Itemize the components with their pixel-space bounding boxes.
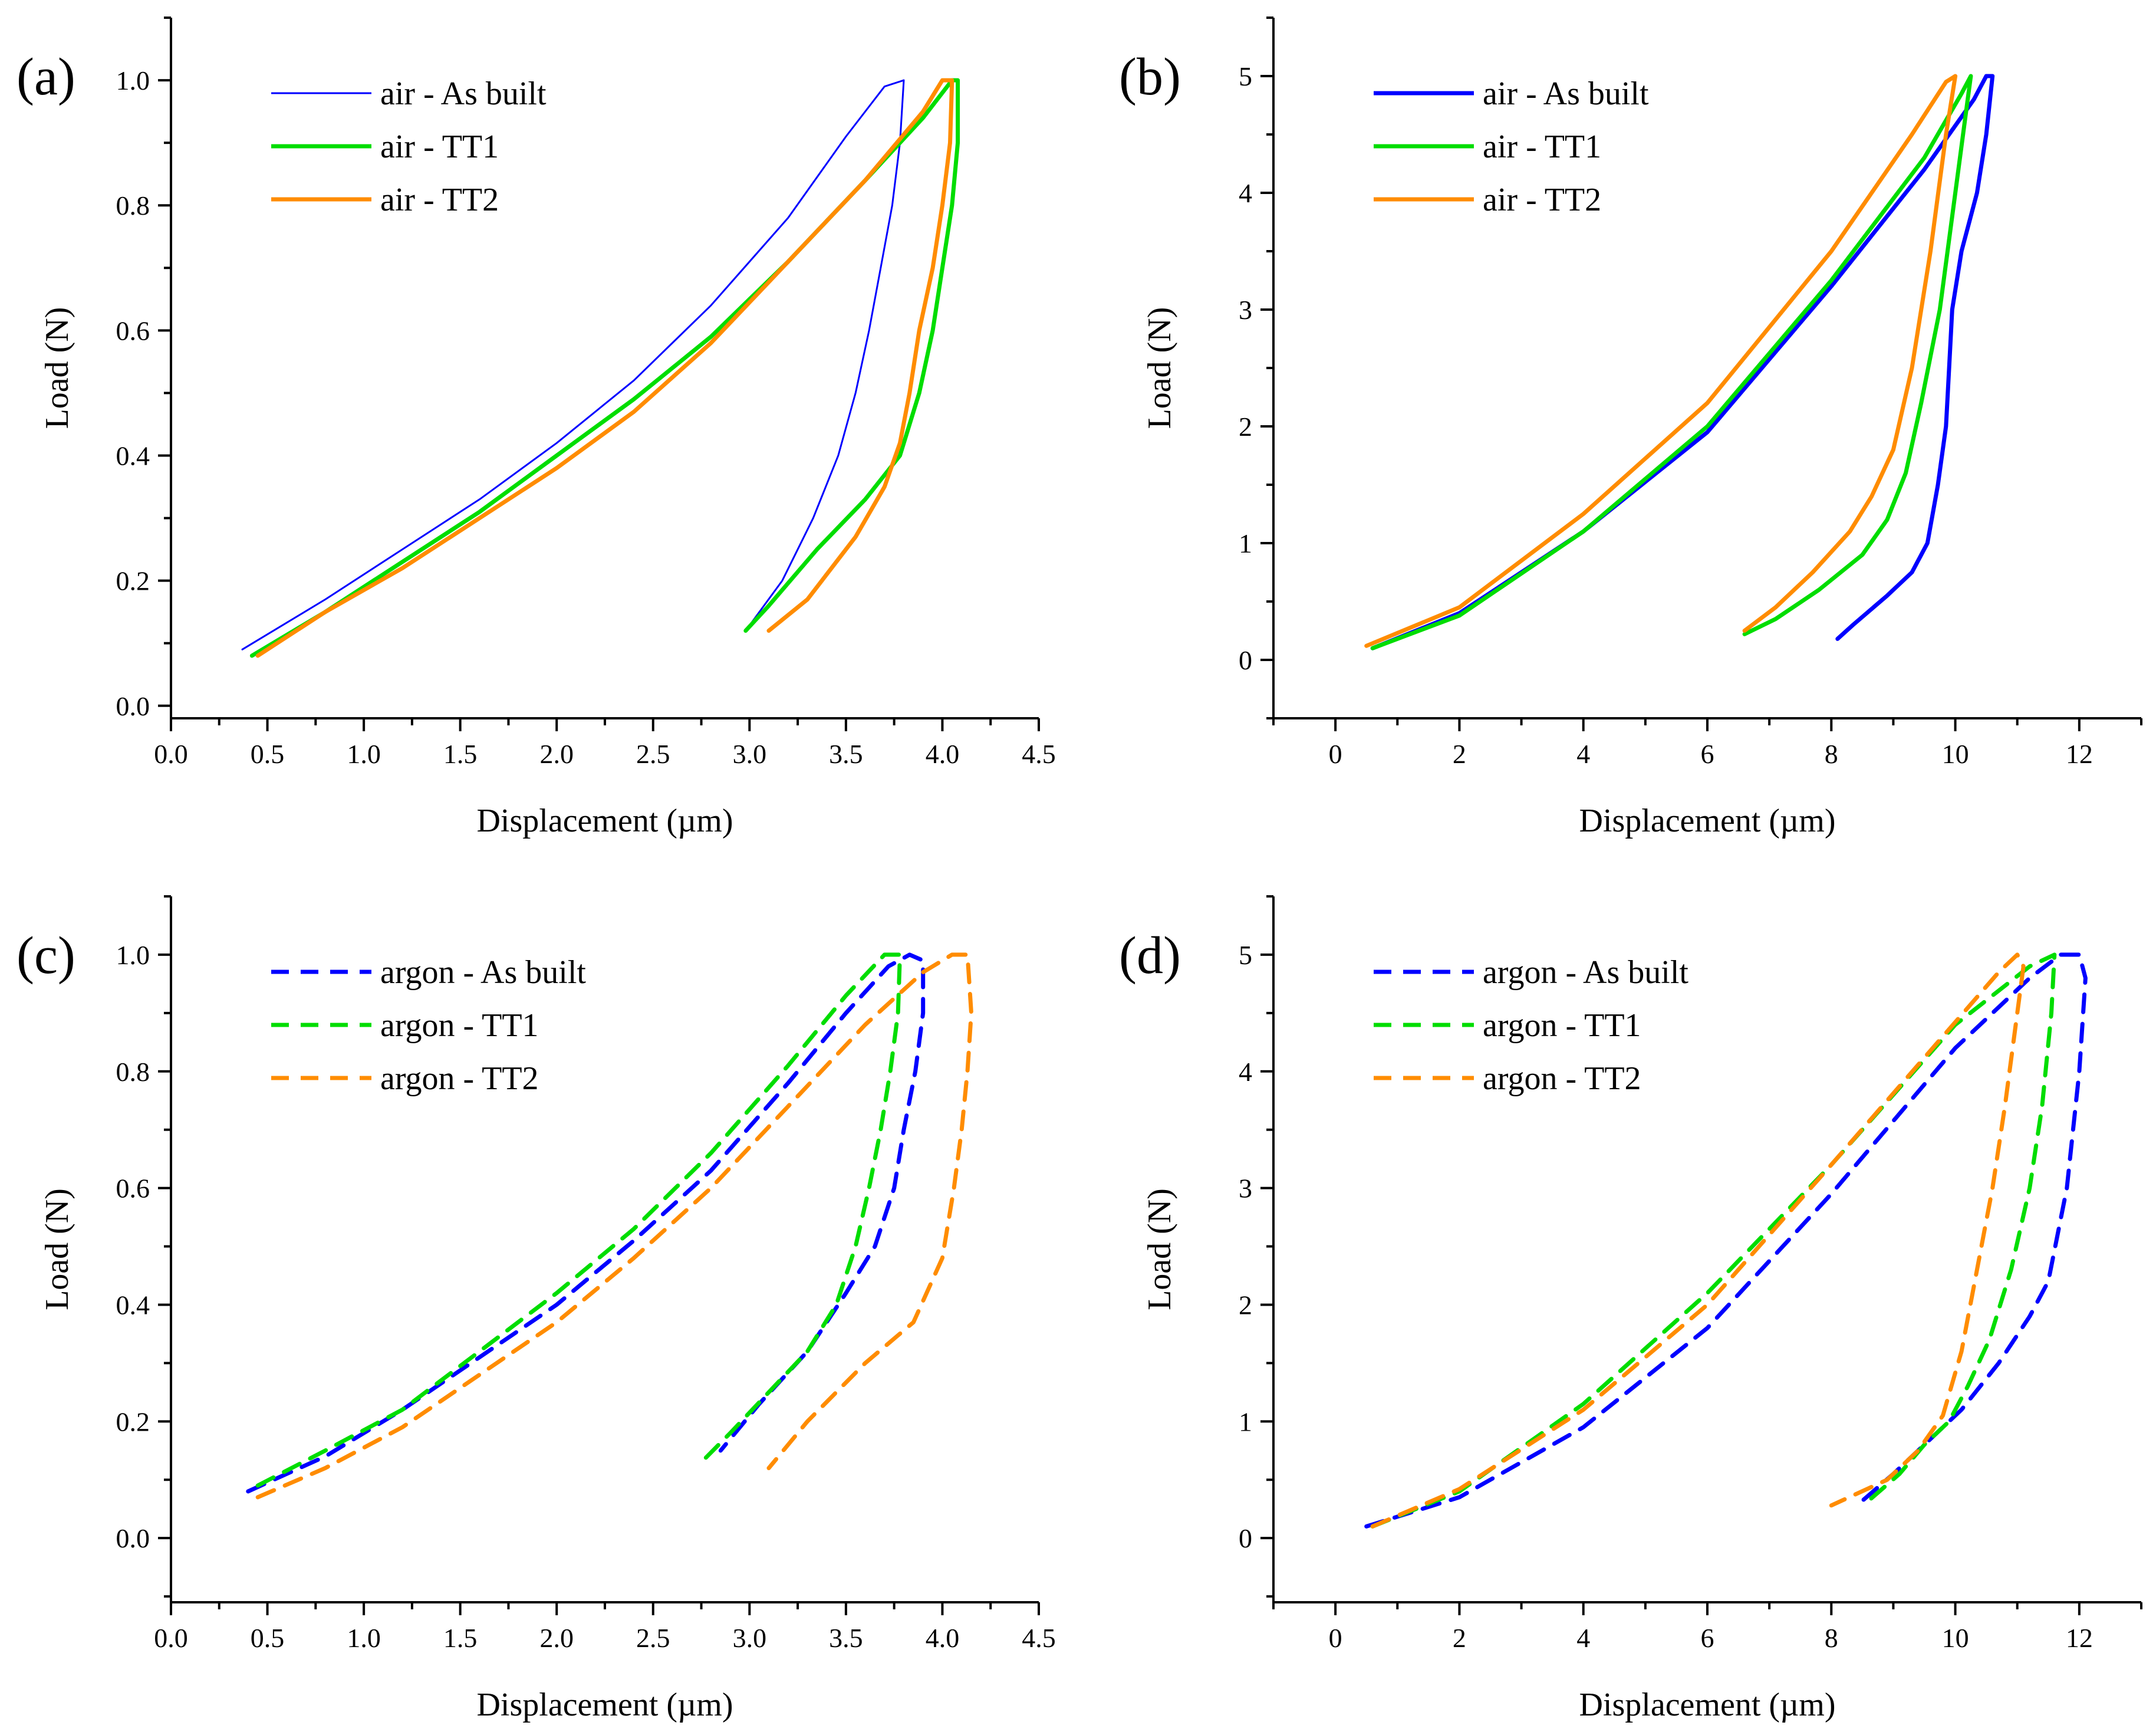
x-tick-label: 8 xyxy=(1825,739,1838,769)
x-tick-label: 4 xyxy=(1576,1623,1590,1653)
x-tick-label: 10 xyxy=(1942,1623,1969,1653)
x-tick-label: 0.5 xyxy=(251,739,285,769)
legend-label: air - TT2 xyxy=(380,182,499,218)
x-tick-label: 0.0 xyxy=(154,1623,188,1653)
legend-label: air - TT1 xyxy=(380,129,499,165)
y-tick-label: 1.0 xyxy=(116,65,150,96)
x-axis-title: Displacement (µm) xyxy=(476,1687,733,1723)
y-tick-label: 1 xyxy=(1239,1406,1252,1437)
x-tick-label: 4 xyxy=(1576,739,1590,769)
x-tick-label: 1.5 xyxy=(443,1623,478,1653)
y-tick-label: 0 xyxy=(1239,1523,1252,1553)
x-tick-label: 1.0 xyxy=(347,739,381,769)
x-tick-label: 3.5 xyxy=(829,739,863,769)
y-tick-label: 0 xyxy=(1239,645,1252,675)
y-tick-label: 5 xyxy=(1239,61,1252,91)
y-tick-label: 0.2 xyxy=(116,566,150,596)
x-tick-label: 2 xyxy=(1453,1623,1466,1653)
y-axis-title: Load (N) xyxy=(39,1188,75,1310)
x-tick-label: 12 xyxy=(2066,1623,2093,1653)
x-tick-label: 2 xyxy=(1453,739,1466,769)
y-tick-label: 0.2 xyxy=(116,1406,150,1437)
legend-label: air - As built xyxy=(1483,75,1649,112)
x-tick-label: 1.5 xyxy=(443,739,478,769)
x-tick-label: 4.0 xyxy=(926,1623,960,1653)
y-tick-label: 4 xyxy=(1239,178,1252,208)
y-axis-title: Load (N) xyxy=(1141,307,1178,429)
chart-panel-1: 0.0 0.5 1.0 1.5 2.0 2.5 3.0 3.5 4.0 4.5 0.0 0.2 0.4 0… xyxy=(17,17,1056,839)
x-tick-label: 4.0 xyxy=(926,739,960,769)
y-tick-label: 3 xyxy=(1239,1174,1252,1204)
x-tick-label: 8 xyxy=(1825,1623,1838,1653)
x-axis-title: Displacement (µm) xyxy=(1579,803,1835,839)
x-tick-label: 2.0 xyxy=(539,739,574,769)
y-tick-label: 0.0 xyxy=(116,691,150,721)
x-tick-label: 2.5 xyxy=(636,1623,670,1653)
legend-label: argon - TT2 xyxy=(380,1060,539,1097)
legend-label: air - TT2 xyxy=(1483,182,1601,218)
y-tick-label: 0.4 xyxy=(116,1290,150,1320)
y-tick-label: 1 xyxy=(1239,528,1252,558)
y-tick-label: 0.6 xyxy=(116,315,150,346)
x-tick-label: 1.0 xyxy=(347,1623,381,1653)
x-tick-label: 0 xyxy=(1329,739,1342,769)
y-tick-label: 0.0 xyxy=(116,1523,150,1553)
series-line-2 xyxy=(255,952,902,1488)
y-tick-label: 0.6 xyxy=(116,1174,150,1204)
y-tick-label: 0.8 xyxy=(116,190,150,221)
legend-label: air - As built xyxy=(380,75,547,112)
legend-label: argon - TT1 xyxy=(380,1007,539,1044)
series-line-2 xyxy=(1370,74,1973,650)
x-tick-label: 0 xyxy=(1329,1623,1342,1653)
series-line-3 xyxy=(1364,74,1958,648)
x-tick-label: 4.5 xyxy=(1022,739,1056,769)
legend-label: argon - TT2 xyxy=(1483,1060,1641,1097)
y-tick-label: 3 xyxy=(1239,295,1252,325)
x-tick-label: 12 xyxy=(2066,739,2093,769)
x-tick-label: 0.0 xyxy=(154,739,188,769)
x-tick-label: 10 xyxy=(1942,739,1969,769)
x-axis-title: Displacement (µm) xyxy=(1579,1687,1835,1723)
x-tick-label: 0.5 xyxy=(251,1623,285,1653)
y-tick-label: 1.0 xyxy=(116,940,150,970)
legend-label: argon - TT1 xyxy=(1483,1007,1641,1044)
series-line-3 xyxy=(255,78,954,658)
y-tick-label: 2 xyxy=(1239,1290,1252,1320)
series-line-1 xyxy=(246,952,926,1494)
legend-label: air - TT1 xyxy=(1483,129,1601,165)
x-axis-title: Displacement (µm) xyxy=(476,803,733,839)
series-line-2 xyxy=(249,78,960,658)
x-tick-label: 2.0 xyxy=(539,1623,574,1653)
chart-panel-3: 0.0 0.5 1.0 1.5 2.0 2.5 3.0 3.5 4.0 4.5 0.0 0.2 0.4 0… xyxy=(17,895,1056,1723)
legend-label: argon - As built xyxy=(1483,954,1688,991)
series-line-1 xyxy=(1370,74,1995,650)
y-tick-label: 4 xyxy=(1239,1057,1252,1087)
legend-label: argon - As built xyxy=(380,954,586,991)
panel-label: (c) xyxy=(17,926,75,985)
series-line-1 xyxy=(241,79,905,650)
series-line-3 xyxy=(1370,952,2026,1529)
x-tick-label: 4.5 xyxy=(1022,1623,1056,1653)
y-axis-title: Load (N) xyxy=(39,307,75,429)
series-line-3 xyxy=(255,952,973,1500)
x-tick-label: 3.0 xyxy=(733,1623,767,1653)
y-axis-title: Load (N) xyxy=(1141,1188,1178,1310)
panel-label: (b) xyxy=(1119,48,1181,106)
series-line-1 xyxy=(1364,952,2088,1529)
y-tick-label: 0.4 xyxy=(116,441,150,471)
x-tick-label: 3.0 xyxy=(733,739,767,769)
x-tick-label: 6 xyxy=(1701,739,1714,769)
y-tick-label: 2 xyxy=(1239,412,1252,442)
x-tick-label: 3.5 xyxy=(829,1623,863,1653)
x-tick-label: 2.5 xyxy=(636,739,670,769)
y-tick-label: 5 xyxy=(1239,940,1252,970)
panel-label: (d) xyxy=(1119,926,1181,985)
series-line-2 xyxy=(1370,952,2057,1529)
y-tick-label: 0.8 xyxy=(116,1057,150,1087)
panel-label: (a) xyxy=(17,48,75,106)
x-tick-label: 6 xyxy=(1701,1623,1714,1653)
